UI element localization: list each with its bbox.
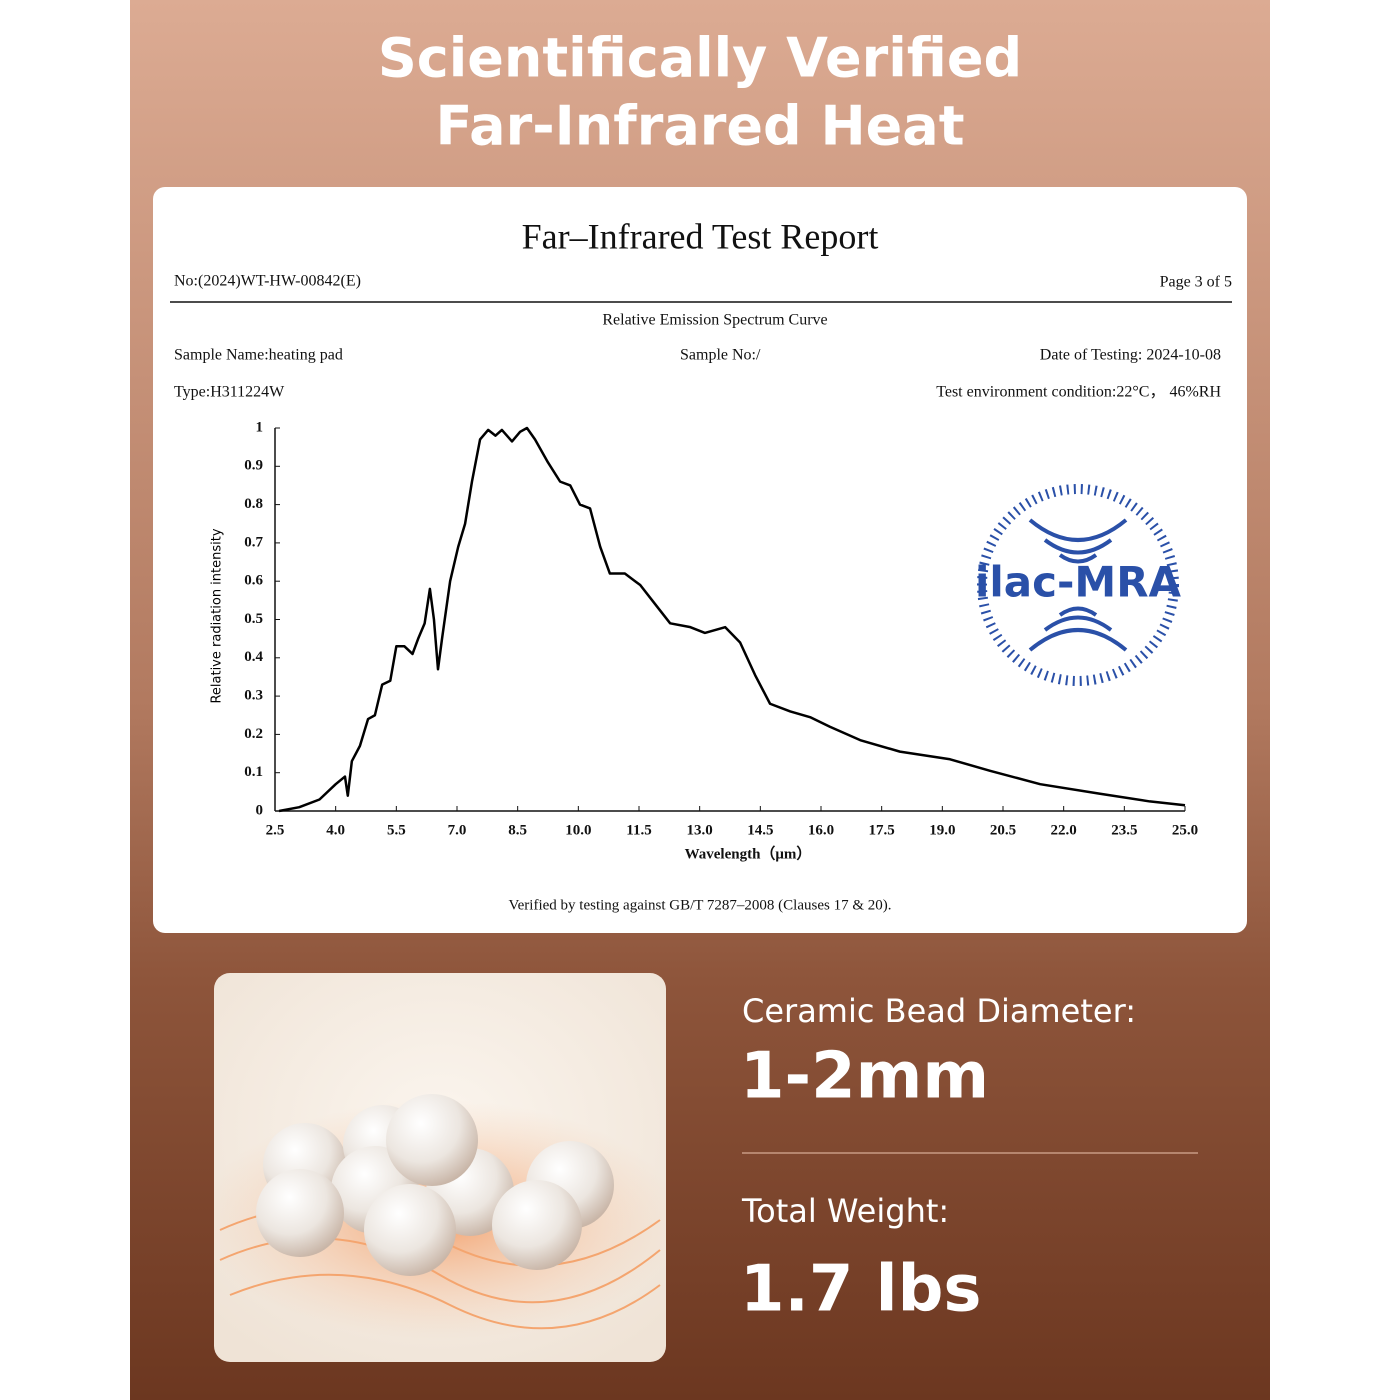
x-tick-label: 25.0: [1172, 822, 1198, 838]
footnote: Verified by testing against GB/T 7287–20…: [508, 897, 891, 913]
sample-name: Sample Name:heating pad: [174, 347, 343, 364]
x-tick-label: 7.0: [448, 822, 467, 838]
y-tick-label: 0.8: [244, 496, 263, 512]
x-tick-label: 20.5: [990, 822, 1016, 838]
spectrum-line: [278, 426, 1186, 813]
report-page: Page 3 of 5: [1160, 274, 1232, 291]
x-tick-label: 5.5: [387, 822, 406, 838]
test-date: Date of Testing: 2024-10-08: [1040, 347, 1221, 364]
y-tick-label: 0.7: [244, 534, 263, 550]
logo-text: ilac-MRA: [975, 558, 1182, 607]
x-tick-label: 4.0: [326, 822, 345, 838]
report-title: Far–Infrared Test Report: [522, 216, 879, 256]
sample-no: Sample No:/: [680, 347, 761, 364]
spec-value: 1.7 lbs: [740, 1253, 982, 1327]
report-card: [153, 187, 1247, 933]
y-tick-label: 0.2: [244, 726, 263, 742]
x-axis-label: Wavelength（μm）: [685, 844, 812, 862]
ilac-logo: ilac-MRA: [975, 484, 1182, 686]
y-tick-label: 0.5: [244, 611, 263, 627]
y-tick-label: 1: [256, 419, 264, 435]
x-tick-label: 19.0: [929, 822, 955, 838]
bead: [492, 1180, 582, 1270]
y-tick-label: 0.4: [244, 649, 263, 665]
logo-arcs: [1028, 518, 1128, 652]
y-tick-label: 0.1: [244, 764, 263, 780]
bead: [386, 1094, 478, 1186]
logo-ring: [977, 484, 1179, 686]
y-tick-label: 0.6: [244, 573, 263, 589]
x-tick-label: 13.0: [687, 822, 713, 838]
x-tick-label: 23.5: [1111, 822, 1137, 838]
chart: 0 0.1 0.2 0.3 0.4 0.5 0.6 0.7 0.8 0.9 1 2.5 4.0 5.5 7.…: [210, 419, 1199, 862]
spec-value: 1-2mm: [740, 1040, 989, 1114]
x-tick-label: 14.5: [747, 822, 773, 838]
report-number: No:(2024)WT-HW-00842(E): [174, 273, 361, 290]
x-tick-label: 8.5: [508, 822, 527, 838]
bead-image: [214, 973, 666, 1362]
heading: Scientifically Verified: [378, 27, 1022, 90]
y-tick-label: 0.9: [244, 458, 263, 474]
heading: Far-Infrared Heat: [435, 95, 964, 158]
environment: Test environment condition:22°C， 46%RH: [936, 384, 1221, 401]
x-tick-label: 17.5: [869, 822, 895, 838]
x-tick-label: 10.0: [565, 822, 591, 838]
x-tick-label: 11.5: [626, 822, 651, 838]
x-tick-label: 22.0: [1051, 822, 1077, 838]
x-tick-label: 2.5: [266, 822, 285, 838]
sample-type: Type:H311224W: [174, 384, 285, 401]
y-tick-label: 0.3: [244, 688, 263, 704]
x-tick-label: 16.0: [808, 822, 834, 838]
bead: [364, 1184, 456, 1276]
chart-title: Relative Emission Spectrum Curve: [602, 312, 827, 329]
bead: [256, 1169, 344, 1257]
y-tick-label: 0: [256, 802, 264, 818]
spec-label: Total Weight:: [741, 1192, 949, 1230]
y-axis-label: Relative radiation intensity: [210, 528, 225, 703]
spec-label: Ceramic Bead Diameter:: [742, 992, 1136, 1030]
